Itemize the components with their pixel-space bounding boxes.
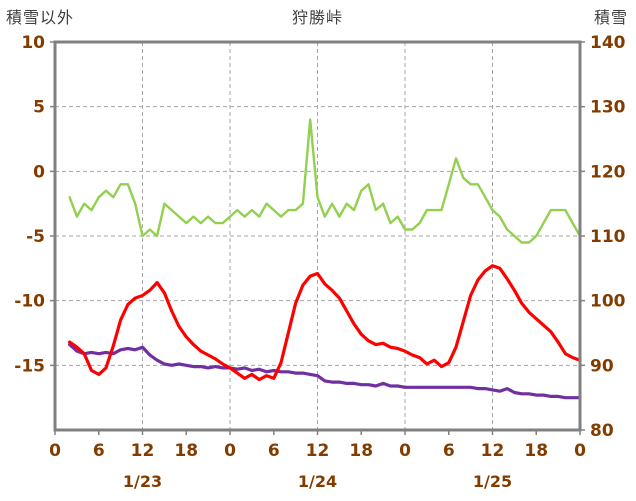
y-right-tick-label: 80: [590, 421, 614, 441]
chart-title: 狩勝峠: [291, 8, 343, 27]
x-tick-label: 18: [174, 441, 198, 461]
date-label: 1/23: [123, 472, 162, 491]
y-right-tick-label: 140: [590, 33, 626, 53]
x-tick-label: 18: [349, 441, 373, 461]
x-tick-label: 18: [524, 441, 548, 461]
x-tick-label: 6: [268, 441, 280, 461]
x-tick-label: 12: [131, 441, 155, 461]
x-tick-label: 0: [399, 441, 411, 461]
x-tick-label: 0: [574, 441, 586, 461]
y-left-tick-label: 0: [33, 162, 45, 182]
x-tick-label: 0: [49, 441, 61, 461]
y-right-tick-label: 130: [590, 98, 626, 118]
x-tick-label: 12: [306, 441, 330, 461]
y-left-tick-label: -15: [14, 356, 45, 376]
y-right-tick-label: 90: [590, 356, 614, 376]
y-left-tick-label: -10: [14, 292, 45, 312]
date-label: 1/24: [298, 472, 337, 491]
y-right-tick-label: 120: [590, 162, 626, 182]
purple_line-series: [67, 343, 582, 400]
red_line-series: [67, 264, 582, 382]
x-tick-label: 6: [443, 441, 455, 461]
green_line-series: [68, 118, 582, 244]
y-left-tick-label: 5: [33, 98, 45, 118]
left-axis-title: 積雪以外: [6, 8, 75, 27]
y-right-tick-label: 110: [590, 227, 626, 247]
date-label: 1/25: [473, 472, 512, 491]
y-right-tick-label: 100: [590, 292, 626, 312]
x-tick-label: 0: [224, 441, 236, 461]
y-left-tick-label: -5: [26, 227, 45, 247]
right-axis-title: 積雪: [593, 8, 628, 27]
y-left-tick-label: 10: [21, 33, 45, 53]
x-tick-label: 12: [481, 441, 505, 461]
x-tick-label: 6: [93, 441, 105, 461]
